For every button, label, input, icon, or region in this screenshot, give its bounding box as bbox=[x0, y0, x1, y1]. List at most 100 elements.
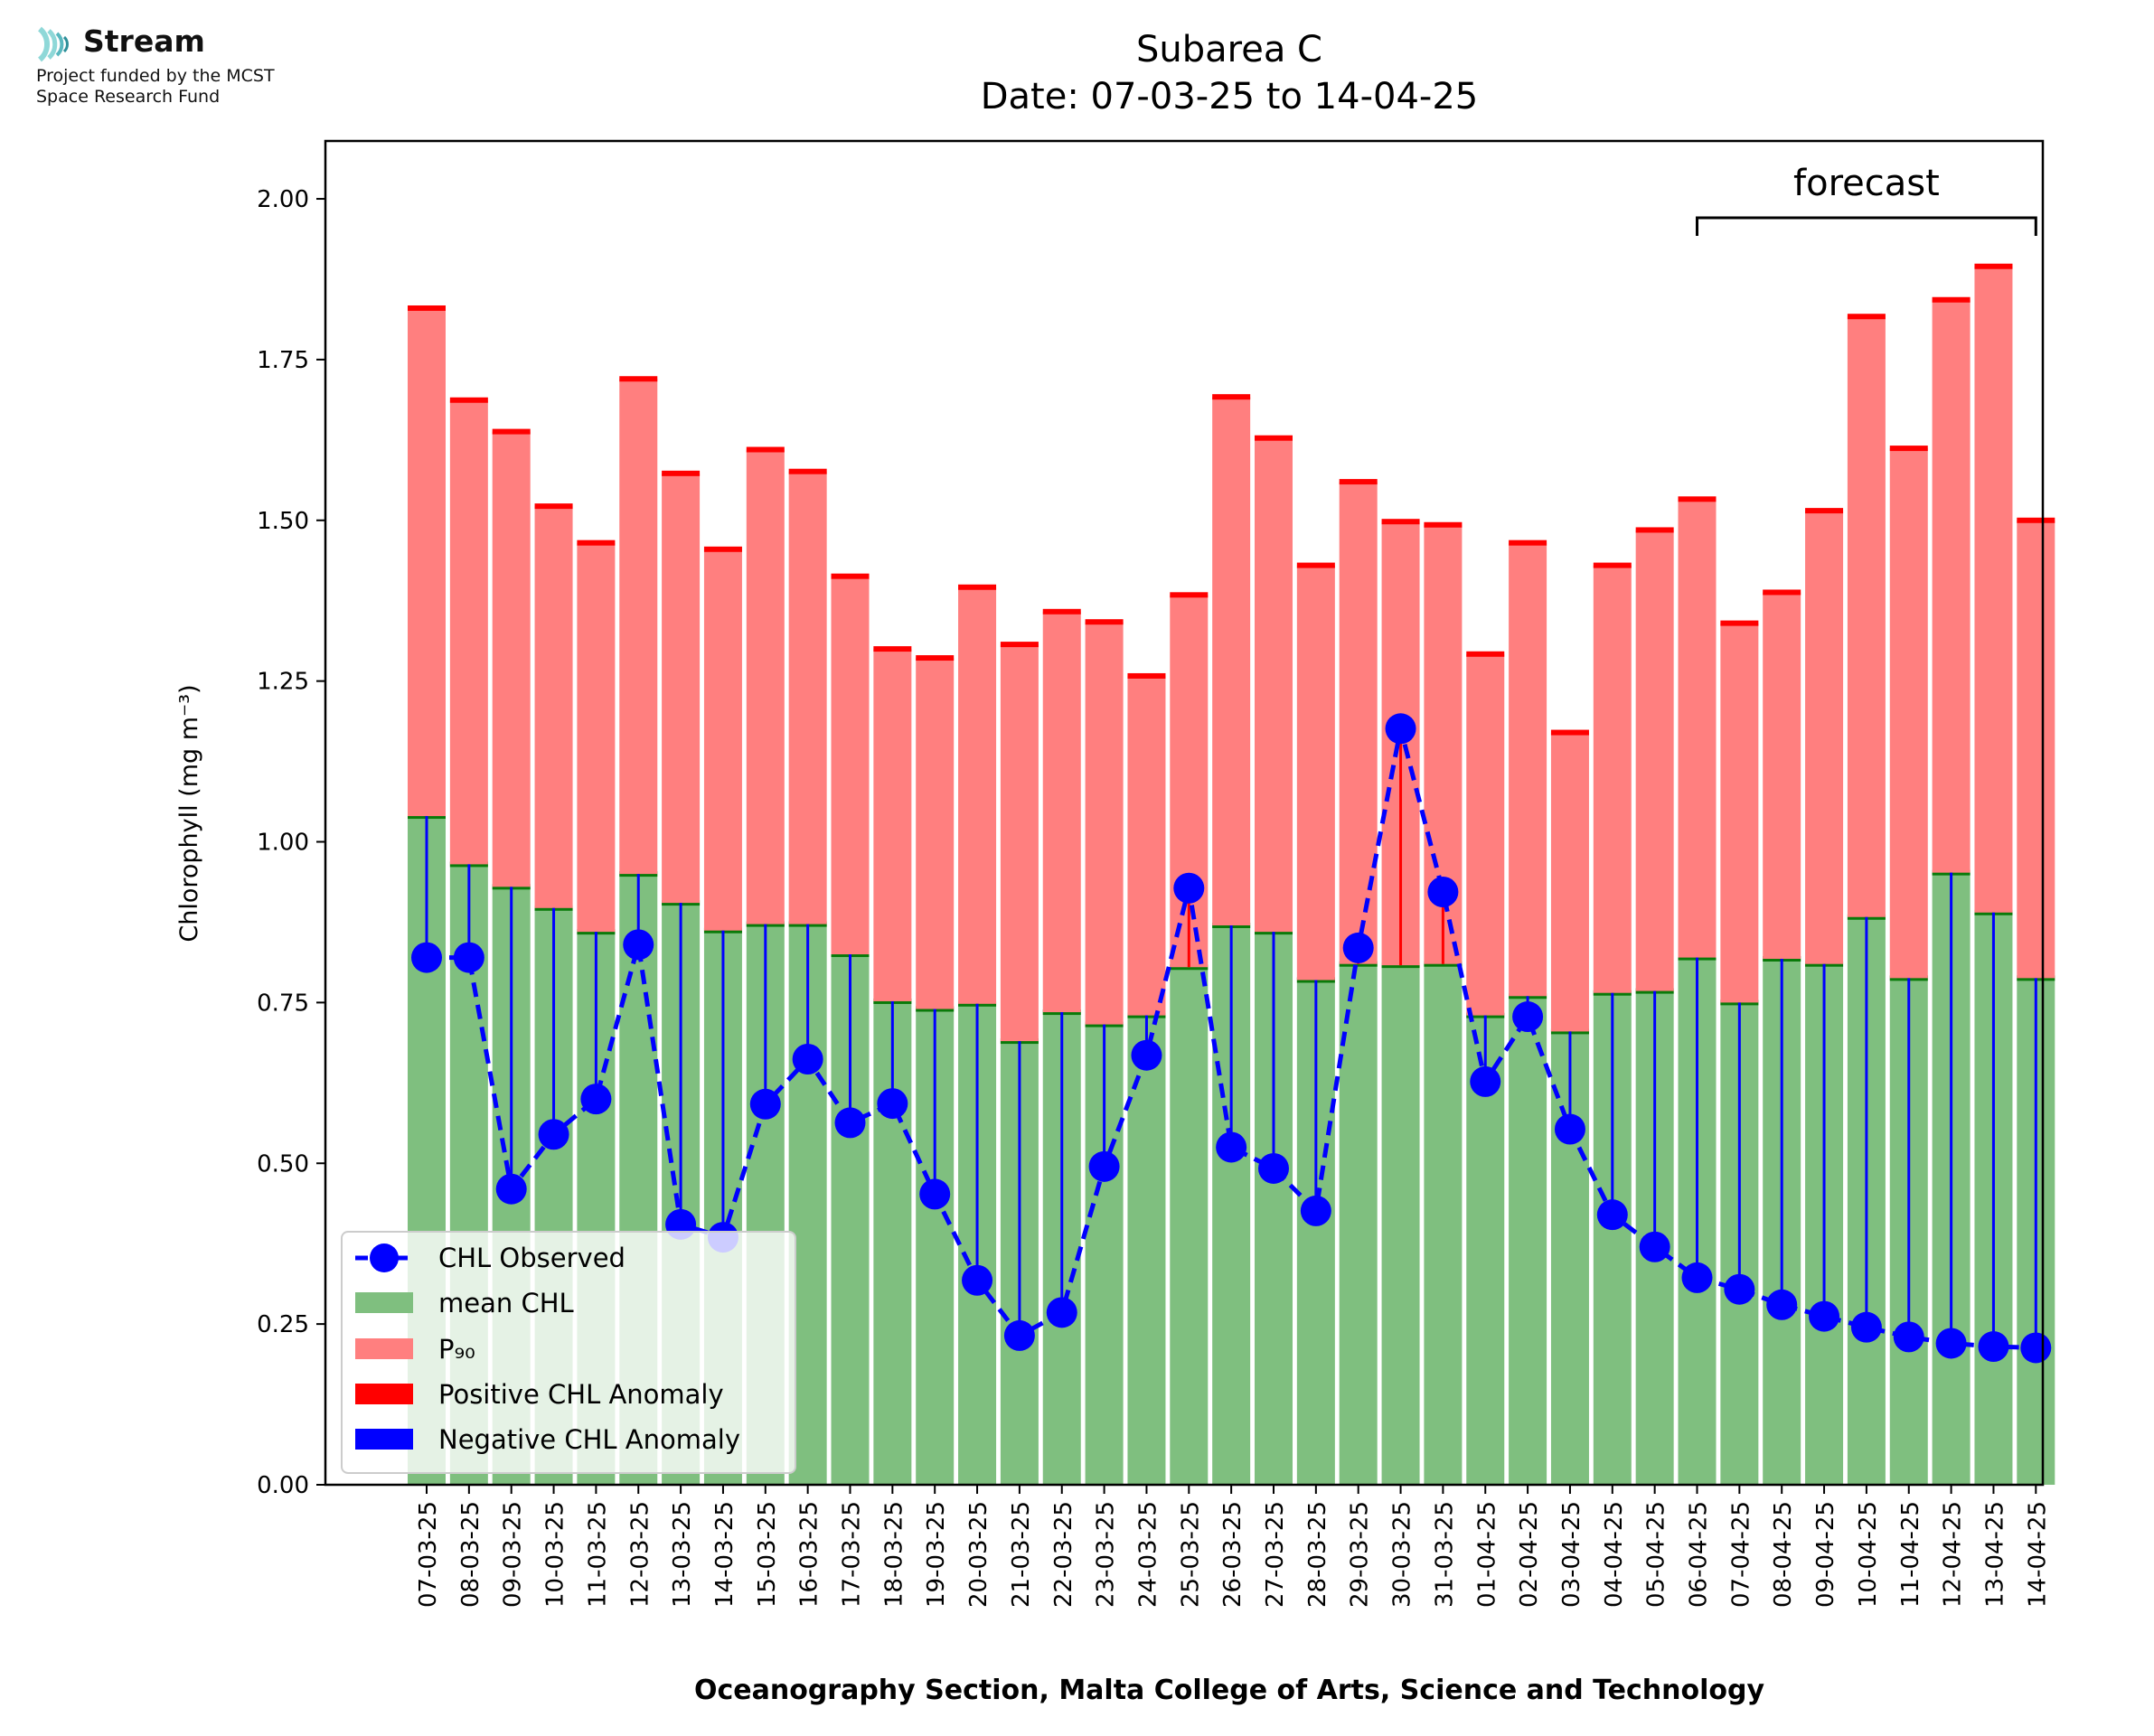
p90-bar bbox=[958, 586, 997, 1004]
p90-bar bbox=[1000, 644, 1039, 1042]
x-tick-label: 23-03-25 bbox=[1093, 1501, 1120, 1608]
legend-swatch-negative-anomaly bbox=[355, 1429, 413, 1450]
legend-label-positive-anomaly: Positive CHL Anomaly bbox=[438, 1379, 724, 1410]
p90-bar bbox=[873, 649, 912, 1001]
p90-cap bbox=[619, 376, 658, 382]
legend-marker-observed bbox=[370, 1243, 399, 1272]
forecast-bracket bbox=[1696, 216, 2037, 236]
p90-cap bbox=[408, 305, 446, 311]
observed-point bbox=[1131, 1039, 1162, 1071]
logo-funding-line-2: Space Research Fund bbox=[36, 87, 221, 107]
y-tick-label: 1.25 bbox=[257, 669, 309, 696]
x-tick-label: 25-03-25 bbox=[1177, 1501, 1204, 1608]
p90-bar bbox=[2017, 520, 2055, 979]
p90-bar bbox=[1509, 542, 1547, 997]
p90-cap bbox=[916, 655, 955, 662]
y-axis: 0.00 0.25 0.50 0.75 1.00 1.25 1.50 1.75 2.00 bbox=[257, 186, 325, 1499]
observed-point bbox=[2020, 1332, 2052, 1364]
x-axis: 07-03-25 08-03-25 09-03-25 10-03-25 11-03-25… bbox=[415, 1485, 2051, 1608]
p90-bar bbox=[534, 506, 573, 908]
legend-entry-positive-anomaly: Positive CHL Anomaly bbox=[355, 1379, 724, 1410]
forecast-annotation: forecast bbox=[1696, 163, 2037, 236]
p90-cap bbox=[873, 646, 912, 652]
p90-bar bbox=[1847, 316, 1886, 917]
x-tick-label: 18-03-25 bbox=[880, 1501, 908, 1608]
legend-entry-negative-anomaly: Negative CHL Anomaly bbox=[355, 1424, 740, 1455]
chart-subtitle: Date: 07-03-25 to 14-04-25 bbox=[981, 76, 1479, 117]
observed-point bbox=[1724, 1273, 1755, 1305]
p90-cap bbox=[577, 540, 616, 546]
p90-bar bbox=[831, 576, 870, 955]
x-tick-label: 21-03-25 bbox=[1008, 1501, 1035, 1608]
legend-swatch-positive-anomaly bbox=[355, 1384, 413, 1404]
observed-point bbox=[1809, 1300, 1840, 1332]
observed-point bbox=[1342, 932, 1374, 963]
legend-label-mean: mean CHL bbox=[438, 1288, 574, 1318]
p90-bar bbox=[703, 549, 742, 931]
p90-cap bbox=[1296, 562, 1335, 568]
observed-point bbox=[453, 942, 484, 973]
p90-bar bbox=[1550, 732, 1589, 1032]
forecast-label: forecast bbox=[1793, 163, 1940, 204]
p90-cap bbox=[1593, 562, 1632, 568]
observed-point bbox=[1088, 1150, 1120, 1182]
x-tick-label: 05-04-25 bbox=[1643, 1501, 1670, 1608]
observed-point bbox=[1427, 877, 1459, 908]
p90-cap bbox=[1170, 592, 1209, 598]
mean-bar bbox=[1170, 967, 1209, 1485]
p90-bar bbox=[577, 542, 616, 933]
plot-frame bbox=[324, 139, 2045, 1487]
p90-cap bbox=[1381, 519, 1420, 525]
p90-bar bbox=[449, 399, 488, 865]
observed-point bbox=[1893, 1321, 1924, 1353]
p90-cap bbox=[958, 584, 997, 590]
p90-cap bbox=[1466, 651, 1505, 657]
y-tick-label: 2.00 bbox=[257, 186, 309, 213]
x-tick-label: 11-04-25 bbox=[1897, 1501, 1924, 1608]
anomaly-lines bbox=[425, 728, 2037, 1348]
legend-frame bbox=[341, 1231, 796, 1474]
p90-bar bbox=[1127, 675, 1166, 1016]
y-tick-label: 0.50 bbox=[257, 1150, 309, 1178]
p90-cap bbox=[2017, 517, 2055, 523]
p90-cap bbox=[1212, 394, 1251, 400]
observed-point bbox=[1216, 1131, 1247, 1163]
observed-point bbox=[877, 1088, 908, 1120]
x-tick-label: 13-03-25 bbox=[669, 1501, 696, 1608]
observed-point bbox=[1596, 1199, 1628, 1231]
observed-series bbox=[411, 713, 2052, 1364]
x-tick-label: 09-04-25 bbox=[1812, 1501, 1839, 1608]
p90-cap bbox=[1085, 619, 1124, 625]
observed-point bbox=[538, 1119, 569, 1150]
observed-point bbox=[1512, 1001, 1544, 1033]
p90-bar bbox=[408, 307, 446, 817]
p90-cap bbox=[662, 470, 701, 476]
p90-cap bbox=[1424, 521, 1463, 528]
observed-point bbox=[1681, 1262, 1713, 1293]
p90-cap bbox=[1763, 589, 1801, 596]
x-tick-label: 11-03-25 bbox=[584, 1501, 611, 1608]
p90-bar bbox=[1255, 437, 1293, 933]
p90-cap bbox=[703, 546, 742, 552]
p90-cap bbox=[831, 573, 870, 579]
p90-bar bbox=[1466, 653, 1505, 1016]
p90-cap bbox=[1042, 608, 1081, 615]
observed-point bbox=[1978, 1331, 2009, 1363]
x-tick-label: 08-04-25 bbox=[1770, 1501, 1797, 1608]
mean-bar bbox=[1509, 996, 1547, 1485]
p90-bar bbox=[1889, 448, 1928, 979]
observed-point bbox=[1935, 1328, 1967, 1359]
stream-logo: Stream Project funded by the MCST Space … bbox=[34, 20, 342, 119]
p90-cap bbox=[788, 468, 827, 474]
x-tick-label: 17-03-25 bbox=[839, 1501, 866, 1608]
p90-bar bbox=[1085, 622, 1124, 1025]
x-tick-label: 07-03-25 bbox=[415, 1501, 442, 1608]
x-tick-label: 15-03-25 bbox=[754, 1501, 781, 1608]
p90-cap bbox=[746, 446, 785, 453]
x-tick-label: 30-03-25 bbox=[1389, 1501, 1416, 1608]
observed-point bbox=[623, 929, 654, 961]
p90-cap bbox=[1889, 446, 1928, 452]
legend-entry-observed: CHL Observed bbox=[355, 1243, 626, 1273]
p90-bar bbox=[1720, 623, 1759, 1003]
p90-bar bbox=[1763, 592, 1801, 960]
